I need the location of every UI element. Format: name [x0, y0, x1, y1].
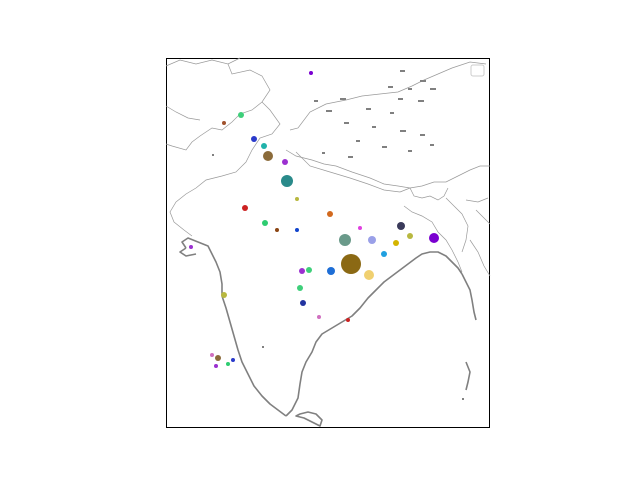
cluster-marker — [189, 245, 193, 249]
cluster-marker — [299, 268, 305, 274]
cluster-marker — [346, 318, 350, 322]
cluster-marker — [242, 205, 248, 211]
cluster-marker — [358, 226, 362, 230]
cluster-marker — [327, 211, 333, 217]
cluster-marker — [327, 267, 335, 275]
cluster-markers — [189, 71, 439, 368]
cluster-marker — [407, 233, 413, 239]
cluster-marker — [261, 143, 267, 149]
country-borders — [165, 57, 491, 277]
cluster-marker — [368, 236, 376, 244]
inland-water-bodies — [212, 70, 464, 400]
cluster-marker — [381, 251, 387, 257]
cluster-marker — [251, 136, 257, 142]
cluster-marker — [214, 364, 218, 368]
cluster-marker — [341, 254, 361, 274]
cluster-marker — [364, 270, 374, 280]
cluster-marker — [238, 112, 244, 118]
cluster-marker — [393, 240, 399, 246]
legend-box — [470, 64, 485, 77]
cluster-marker — [306, 267, 312, 273]
cluster-marker — [281, 175, 293, 187]
cluster-marker — [210, 353, 214, 357]
cluster-marker — [222, 121, 226, 125]
cluster-marker — [231, 358, 235, 362]
cluster-marker — [339, 234, 351, 246]
cluster-marker — [262, 220, 268, 226]
cluster-marker — [295, 228, 299, 232]
cluster-marker — [397, 222, 405, 230]
cluster-marker — [317, 315, 321, 319]
cluster-marker — [297, 285, 303, 291]
cluster-marker — [295, 197, 299, 201]
cluster-marker — [226, 362, 230, 366]
cluster-marker — [282, 159, 288, 165]
cluster-marker — [300, 300, 306, 306]
map-frame — [166, 58, 490, 428]
cluster-marker — [221, 292, 227, 298]
cluster-marker — [215, 355, 221, 361]
coastline — [179, 237, 477, 427]
cluster-marker — [309, 71, 313, 75]
cluster-marker — [429, 233, 439, 243]
cluster-marker — [263, 151, 273, 161]
cluster-marker — [275, 228, 279, 232]
